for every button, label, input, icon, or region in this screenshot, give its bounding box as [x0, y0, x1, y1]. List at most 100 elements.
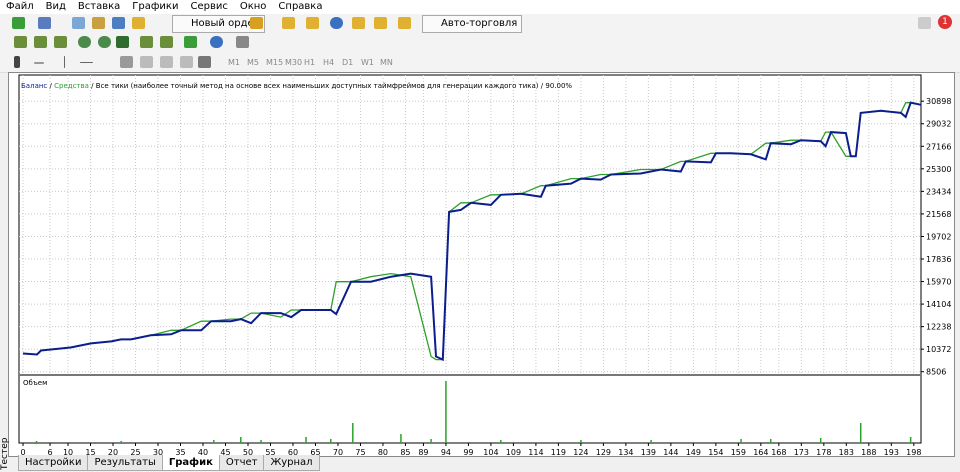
icon[interactable] — [140, 56, 153, 68]
volume-bar — [35, 441, 38, 443]
crosshair-icon[interactable] — [34, 62, 44, 64]
icon[interactable] — [210, 36, 223, 48]
volume-bar — [352, 423, 354, 443]
new-order-button[interactable]: Новый ордер — [172, 15, 265, 33]
x-tick-label: 114 — [528, 448, 543, 456]
icon[interactable] — [112, 17, 125, 29]
legend-entry: Средства — [54, 82, 89, 90]
x-tick-label: 45 — [220, 448, 230, 456]
notification-badge[interactable]: 1 — [938, 15, 952, 29]
icon[interactable] — [92, 17, 105, 29]
volume-bar — [240, 437, 242, 443]
timeframe-button[interactable]: W1 — [361, 58, 374, 67]
x-tick-label: 0 — [21, 448, 26, 456]
tab[interactable]: Отчет — [218, 455, 265, 471]
x-tick-label: 55 — [265, 448, 275, 456]
toolbar-charts — [0, 33, 960, 53]
timeframe-button[interactable]: D1 — [342, 58, 354, 67]
icon[interactable] — [54, 36, 67, 48]
x-tick-label: 159 — [731, 448, 746, 456]
tab[interactable]: Настройки — [18, 455, 89, 471]
timeframe-button[interactable]: M15 — [266, 58, 284, 67]
icon[interactable] — [374, 17, 387, 29]
menu-item[interactable]: Вид — [45, 1, 66, 12]
x-tick-label: 154 — [708, 448, 723, 456]
timeframe-button[interactable]: M1 — [228, 58, 240, 67]
volume-bar — [859, 423, 862, 443]
x-tick-label: 35 — [175, 448, 185, 456]
x-tick-label: 94 — [441, 448, 451, 456]
x-tick-label: 20 — [108, 448, 118, 456]
timeframe-button[interactable]: MN — [380, 58, 393, 67]
menu-item[interactable]: Файл — [6, 1, 34, 12]
icon[interactable] — [306, 17, 319, 29]
icon[interactable] — [184, 36, 197, 48]
x-tick-label: 40 — [198, 448, 208, 456]
timeframe-button[interactable]: H4 — [323, 58, 335, 67]
y-tick-label: 21568 — [926, 210, 951, 219]
x-tick-label: 193 — [884, 448, 899, 456]
x-tick-label: 30 — [153, 448, 163, 456]
menu-item[interactable]: Вставка — [77, 1, 121, 12]
icon[interactable] — [330, 17, 343, 29]
cursor-icon[interactable] — [14, 56, 20, 68]
volume-bar — [400, 434, 402, 443]
toolbar-line-studies: M1 M5 M15 M30 H1 H4 D1 W1 MN — [0, 52, 960, 73]
icon[interactable] — [132, 17, 145, 29]
menu-item[interactable]: Справка — [278, 1, 323, 12]
icon[interactable] — [250, 17, 263, 29]
x-tick-label: 70 — [333, 448, 343, 456]
y-tick-label: 15970 — [926, 278, 951, 287]
icon[interactable] — [282, 17, 295, 29]
x-tick-label: 144 — [663, 448, 678, 456]
x-tick-label: 75 — [355, 448, 365, 456]
tab[interactable]: Журнал — [263, 455, 320, 471]
x-tick-label: 104 — [483, 448, 498, 456]
icon[interactable] — [398, 17, 411, 29]
menu-bar: Файл Вид Вставка Графики Сервис Окно Справка — [0, 0, 960, 15]
menu-item[interactable]: Сервис — [190, 1, 228, 12]
chart: 8506103721223814104159701783619702215682… — [18, 74, 951, 457]
vline-icon[interactable] — [64, 56, 65, 68]
icon[interactable] — [198, 56, 211, 68]
icon[interactable] — [116, 36, 129, 48]
y-tick-label: 19702 — [926, 232, 951, 241]
x-tick-label: 25 — [130, 448, 140, 456]
menu-item[interactable]: Графики — [132, 1, 179, 12]
icon[interactable] — [98, 36, 111, 48]
icon[interactable] — [34, 36, 47, 48]
icon[interactable] — [160, 56, 173, 68]
x-tick-label: 188 — [861, 448, 876, 456]
menu-item[interactable]: Окно — [239, 1, 267, 12]
tab[interactable]: Результаты — [87, 455, 163, 471]
icon[interactable] — [14, 36, 27, 48]
icon[interactable] — [120, 56, 133, 68]
search-icon[interactable] — [918, 17, 931, 29]
x-tick-label: 168 — [771, 448, 786, 456]
icon[interactable] — [78, 36, 91, 48]
y-tick-label: 12238 — [926, 323, 951, 332]
icon[interactable] — [38, 17, 51, 29]
icon[interactable] — [352, 17, 365, 29]
x-tick-label: 10 — [63, 448, 73, 456]
x-tick-label: 15 — [85, 448, 95, 456]
tab[interactable]: График — [161, 455, 220, 471]
icon[interactable] — [160, 36, 173, 48]
icon[interactable] — [12, 17, 25, 29]
icon[interactable] — [140, 36, 153, 48]
x-tick-label: 80 — [378, 448, 388, 456]
side-label: Тестер — [0, 437, 10, 470]
subtitle: Все тики (наиболее точный метод на основ… — [96, 82, 539, 90]
icon[interactable] — [180, 56, 193, 68]
auto-trading-button[interactable]: Авто-торговля — [422, 15, 523, 33]
timeframe-button[interactable]: M5 — [247, 58, 259, 67]
x-tick-label: 119 — [551, 448, 566, 456]
y-tick-label: 30898 — [926, 97, 951, 106]
x-tick-label: 6 — [47, 448, 52, 456]
timeframe-button[interactable]: M30 — [285, 58, 303, 67]
hline-icon[interactable] — [80, 62, 93, 63]
icon[interactable] — [72, 17, 85, 29]
timeframe-button[interactable]: H1 — [304, 58, 316, 67]
icon[interactable] — [236, 36, 249, 48]
x-tick-label: 99 — [463, 448, 473, 456]
